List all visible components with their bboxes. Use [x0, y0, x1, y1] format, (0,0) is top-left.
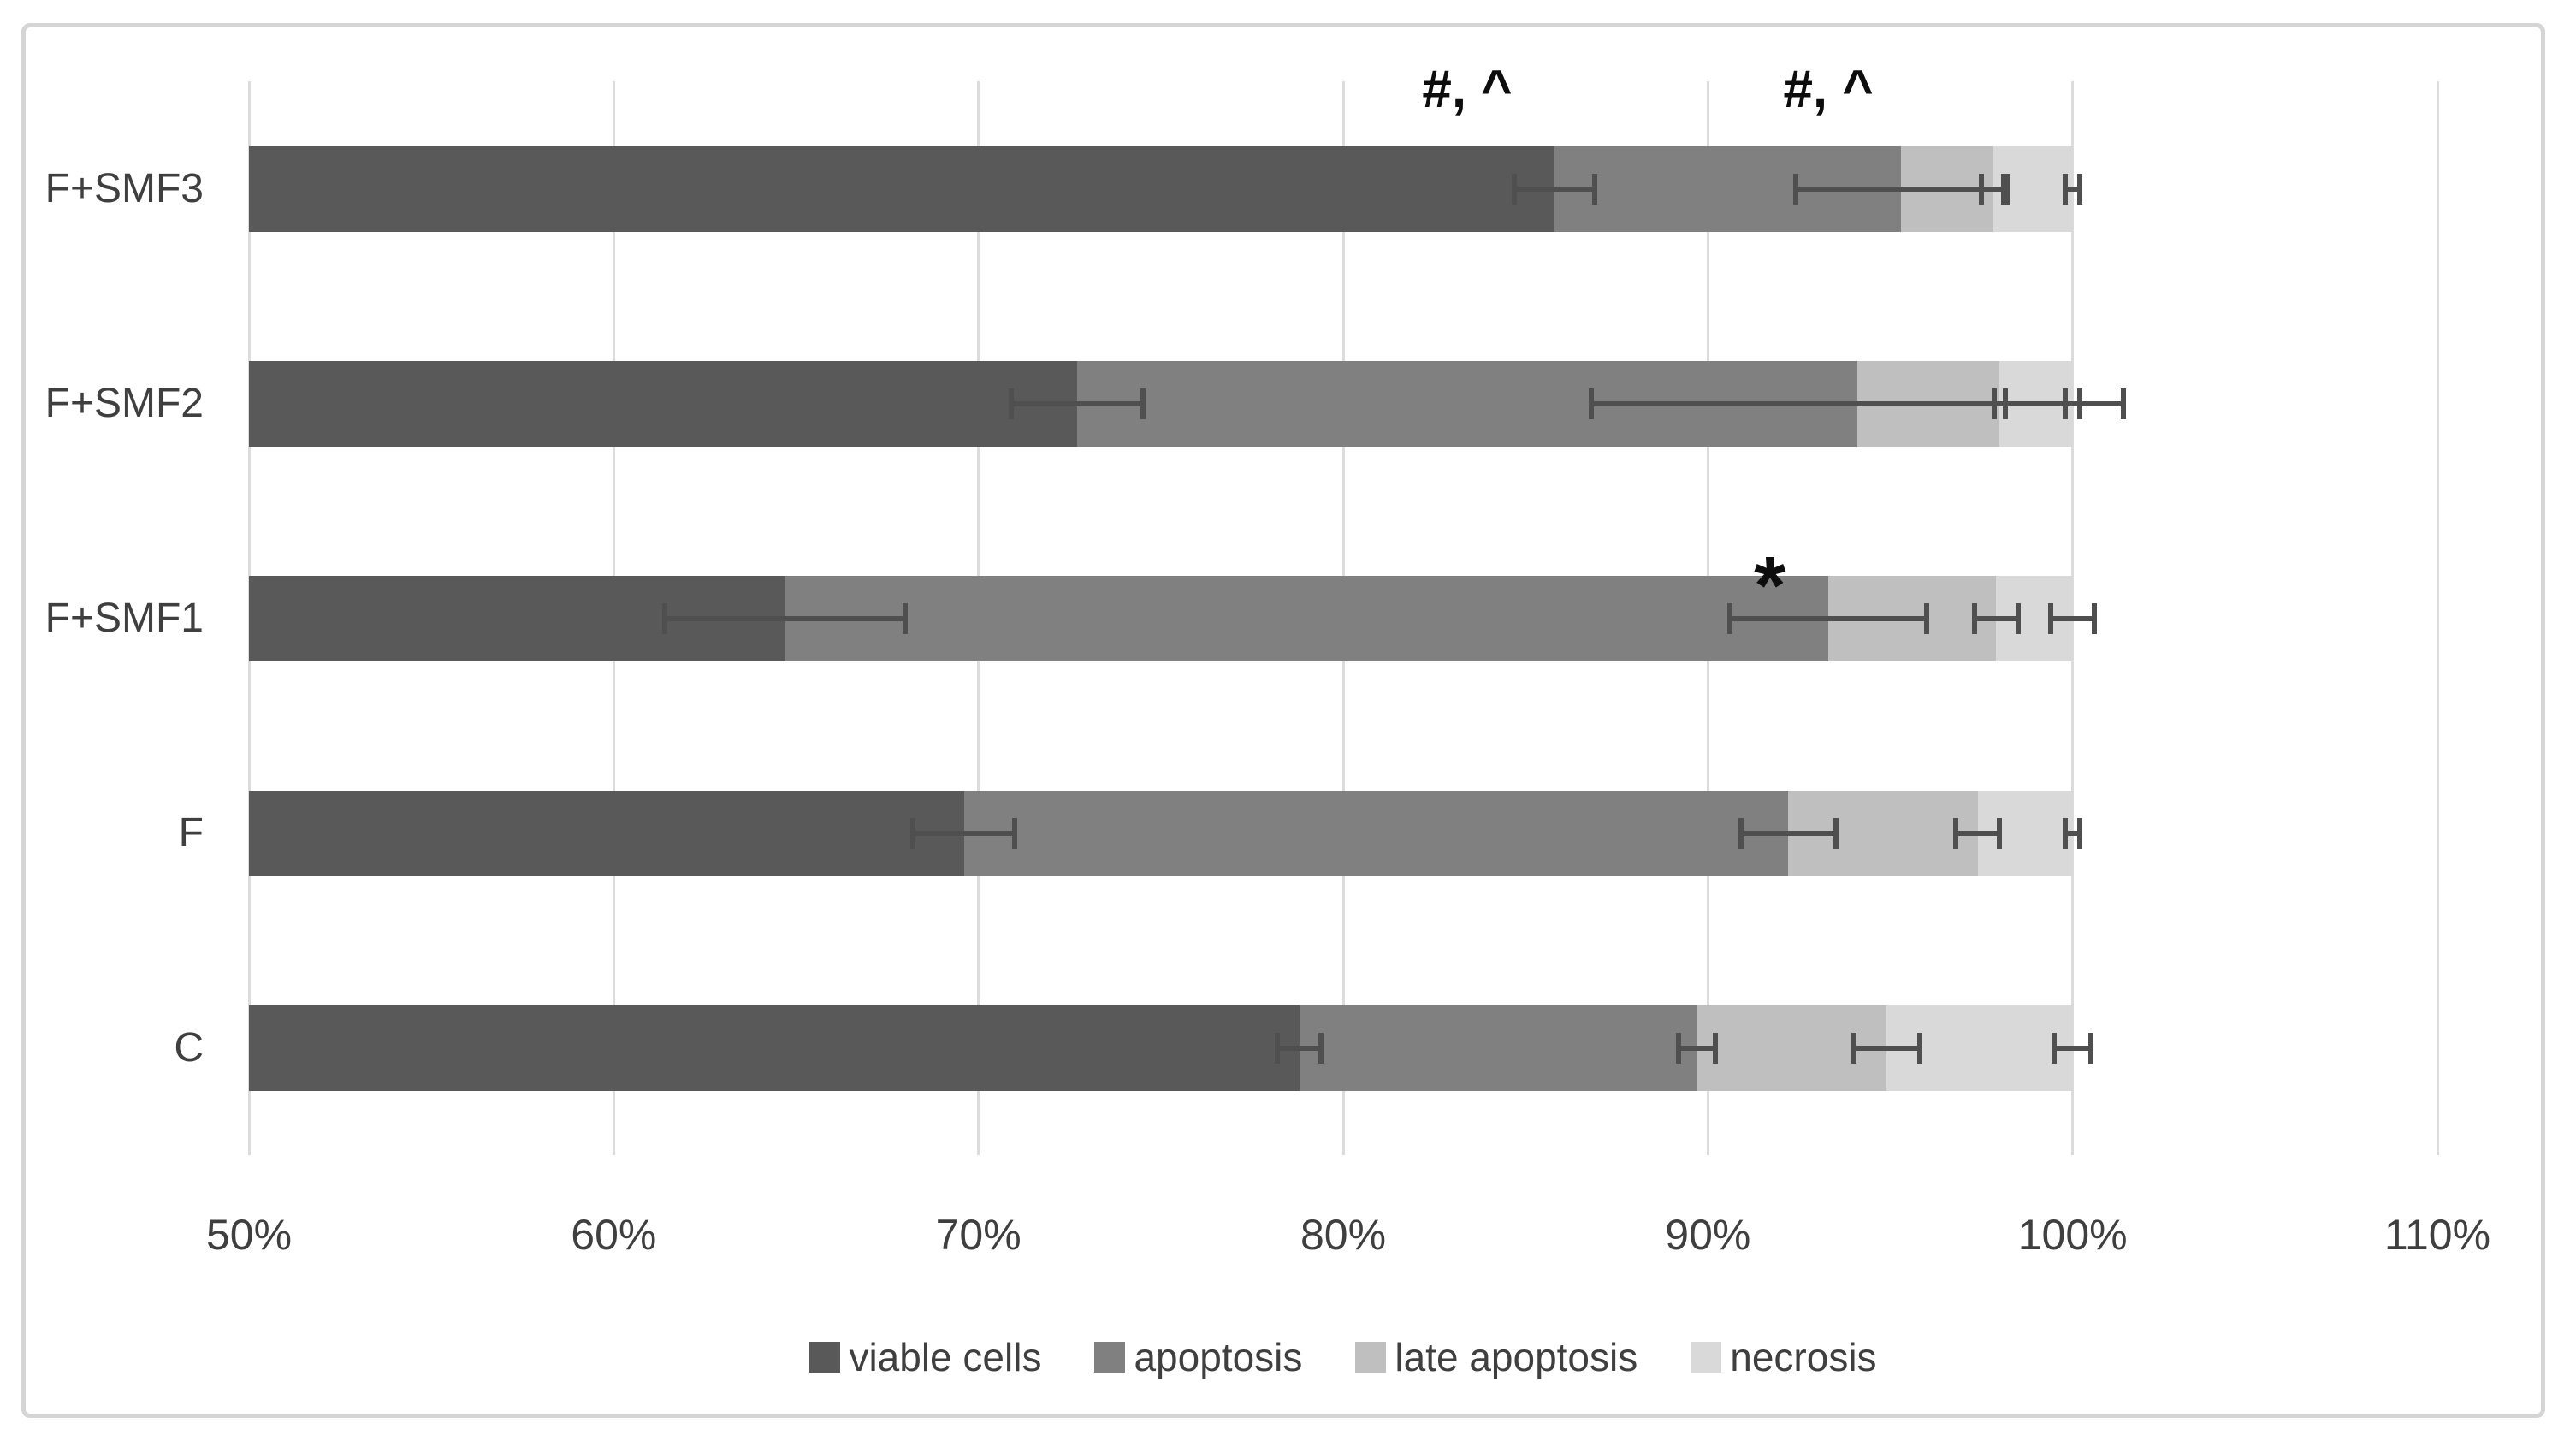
legend-item-viable-cells: viable cells: [809, 1333, 1041, 1381]
legend-swatch-viable-cells: [809, 1342, 841, 1373]
error-bar-cap-F+SMF1-2-0: [1971, 602, 1977, 634]
category-label-F: F: [178, 809, 204, 856]
tick-label-70: 70%: [935, 1211, 1022, 1259]
error-bar-cap-F+SMF1-3-1: [2092, 602, 2098, 634]
bar-segment-viable-cells-F+SMF3: [249, 145, 1555, 232]
legend-swatch-necrosis: [1691, 1342, 1722, 1373]
error-bar-cap-F+SMF3-1-0: [1792, 173, 1798, 205]
significance-annotation-1: #, ^: [1422, 59, 1513, 119]
tick-label-60: 60%: [571, 1211, 657, 1259]
error-bar-cap-F-3-1: [2077, 817, 2083, 849]
legend-label-viable-cells: viable cells: [849, 1335, 1042, 1379]
error-bar-cap-F+SMF3-3-1: [2077, 173, 2083, 205]
legend-item-necrosis: necrosis: [1691, 1333, 1877, 1381]
error-bar-F+SMF3-viable-cells: [1514, 186, 1596, 192]
error-bar-C-viable-cells: [1277, 1045, 1322, 1051]
bar-segment-apoptosis-C: [1299, 1005, 1697, 1091]
error-bar-cap-F+SMF2-2-1: [2002, 388, 2008, 419]
error-bar-cap-C-1-0: [1676, 1032, 1682, 1064]
error-bar-F-late-apoptosis: [1956, 830, 2000, 836]
error-bar-cap-C-3-1: [2087, 1032, 2093, 1064]
legend-swatch-late-apoptosis: [1355, 1342, 1387, 1373]
error-bar-cap-C-0-0: [1275, 1032, 1281, 1064]
error-bar-cap-F-1-1: [1833, 817, 1839, 849]
error-bar-cap-F+SMF3-0-0: [1512, 173, 1518, 205]
error-bar-cap-F-0-1: [1012, 817, 1018, 849]
tick-label-90: 90%: [1665, 1211, 1751, 1259]
error-bar-cap-C-2-1: [1916, 1032, 1922, 1064]
bar-segment-apoptosis-F+SMF1: [785, 575, 1829, 661]
plot-area: [247, 81, 2439, 1155]
error-bar-C-necrosis: [2054, 1045, 2091, 1051]
bar-segment-viable-cells-F: [249, 790, 964, 876]
error-bar-cap-F+SMF2-1-1: [2121, 388, 2127, 419]
error-bar-cap-F+SMF1-1-0: [1726, 602, 1732, 634]
legend: viable cells apoptosis late apoptosis necro…: [249, 1333, 2437, 1381]
error-bar-F-necrosis: [2065, 830, 2081, 836]
error-bar-F+SMF1-apoptosis: [1729, 615, 1928, 621]
legend-label-late-apoptosis: late apoptosis: [1395, 1335, 1638, 1379]
error-bar-cap-C-3-0: [2052, 1032, 2058, 1064]
tick-label-50: 50%: [205, 1211, 293, 1259]
error-bar-F+SMF1-late-apoptosis: [1974, 615, 2018, 621]
error-bar-cap-F+SMF3-0-1: [1592, 173, 1598, 205]
error-bar-cap-F+SMF1-1-1: [1924, 602, 1930, 634]
significance-annotation-2: #, ^: [1783, 59, 1874, 119]
category-label-C: C: [174, 1024, 204, 1070]
tick-label-110: 110%: [2384, 1211, 2491, 1259]
error-bar-cap-F+SMF3-3-0: [2063, 173, 2069, 205]
legend-label-apoptosis: apoptosis: [1134, 1335, 1303, 1379]
significance-annotation-3: *: [1754, 539, 1786, 632]
error-bar-cap-F+SMF1-3-0: [2048, 602, 2054, 634]
chart-frame-border: [21, 23, 2545, 1418]
error-bar-F-apoptosis: [1740, 830, 1836, 836]
bar-segment-viable-cells-C: [249, 1005, 1300, 1091]
error-bar-cap-F+SMF2-3-1: [2077, 388, 2083, 419]
error-bar-cap-C-1-1: [1712, 1032, 1718, 1064]
error-bar-F+SMF1-viable-cells: [665, 615, 906, 621]
error-bar-cap-F+SMF2-1-0: [1588, 388, 1594, 419]
bar-segment-viable-cells-F+SMF2: [249, 360, 1077, 447]
error-bar-cap-F-0-0: [909, 817, 915, 849]
error-bar-F+SMF3-necrosis: [2065, 186, 2081, 192]
tick-label-80: 80%: [1300, 1211, 1387, 1259]
error-bar-C-late-apoptosis: [1853, 1045, 1920, 1051]
error-bar-cap-F+SMF3-2-0: [1979, 173, 1985, 205]
category-label-F+SMF2: F+SMF2: [44, 380, 204, 426]
error-bar-F+SMF2-late-apoptosis: [1994, 400, 2005, 406]
error-bar-cap-F-2-1: [1997, 817, 2003, 849]
error-bar-cap-F+SMF1-2-1: [2015, 602, 2021, 634]
legend-item-apoptosis: apoptosis: [1094, 1333, 1302, 1381]
category-label-F+SMF3: F+SMF3: [44, 165, 204, 211]
error-bar-F+SMF2-apoptosis: [1590, 400, 2124, 406]
error-bar-F-viable-cells: [912, 830, 1016, 836]
category-label-F+SMF1: F+SMF1: [44, 595, 204, 641]
error-bar-cap-F-1-0: [1738, 817, 1744, 849]
error-bar-cap-F+SMF1-0-1: [903, 602, 909, 634]
error-bar-F+SMF2-viable-cells: [1011, 400, 1143, 406]
error-bar-cap-F+SMF2-2-0: [1992, 388, 1997, 419]
tick-label-100: 100%: [2017, 1211, 2128, 1259]
error-bar-F+SMF3-apoptosis: [1795, 186, 2007, 192]
error-bar-C-apoptosis: [1679, 1045, 1715, 1051]
error-bar-F+SMF2-necrosis: [2065, 400, 2081, 406]
gridline-110: [2436, 81, 2439, 1155]
legend-item-late-apoptosis: late apoptosis: [1355, 1333, 1637, 1381]
legend-label-necrosis: necrosis: [1730, 1335, 1877, 1379]
error-bar-cap-F+SMF2-0-1: [1140, 388, 1146, 419]
error-bar-cap-C-0-1: [1318, 1032, 1324, 1064]
error-bar-cap-F+SMF1-0-0: [662, 602, 668, 634]
error-bar-cap-C-2-0: [1851, 1032, 1856, 1064]
error-bar-cap-F+SMF3-2-1: [2000, 173, 2006, 205]
error-bar-cap-F+SMF2-0-0: [1009, 388, 1015, 419]
legend-swatch-apoptosis: [1094, 1342, 1126, 1373]
error-bar-F+SMF1-necrosis: [2051, 615, 2095, 621]
error-bar-cap-F-3-0: [2063, 817, 2069, 849]
error-bar-F+SMF3-late-apoptosis: [1981, 186, 2004, 192]
bar-segment-apoptosis-F: [963, 790, 1789, 876]
error-bar-cap-F+SMF2-3-0: [2063, 388, 2069, 419]
error-bar-cap-F-2-0: [1953, 817, 1959, 849]
error-bar-cap-F+SMF3-1-1: [2004, 173, 2010, 205]
